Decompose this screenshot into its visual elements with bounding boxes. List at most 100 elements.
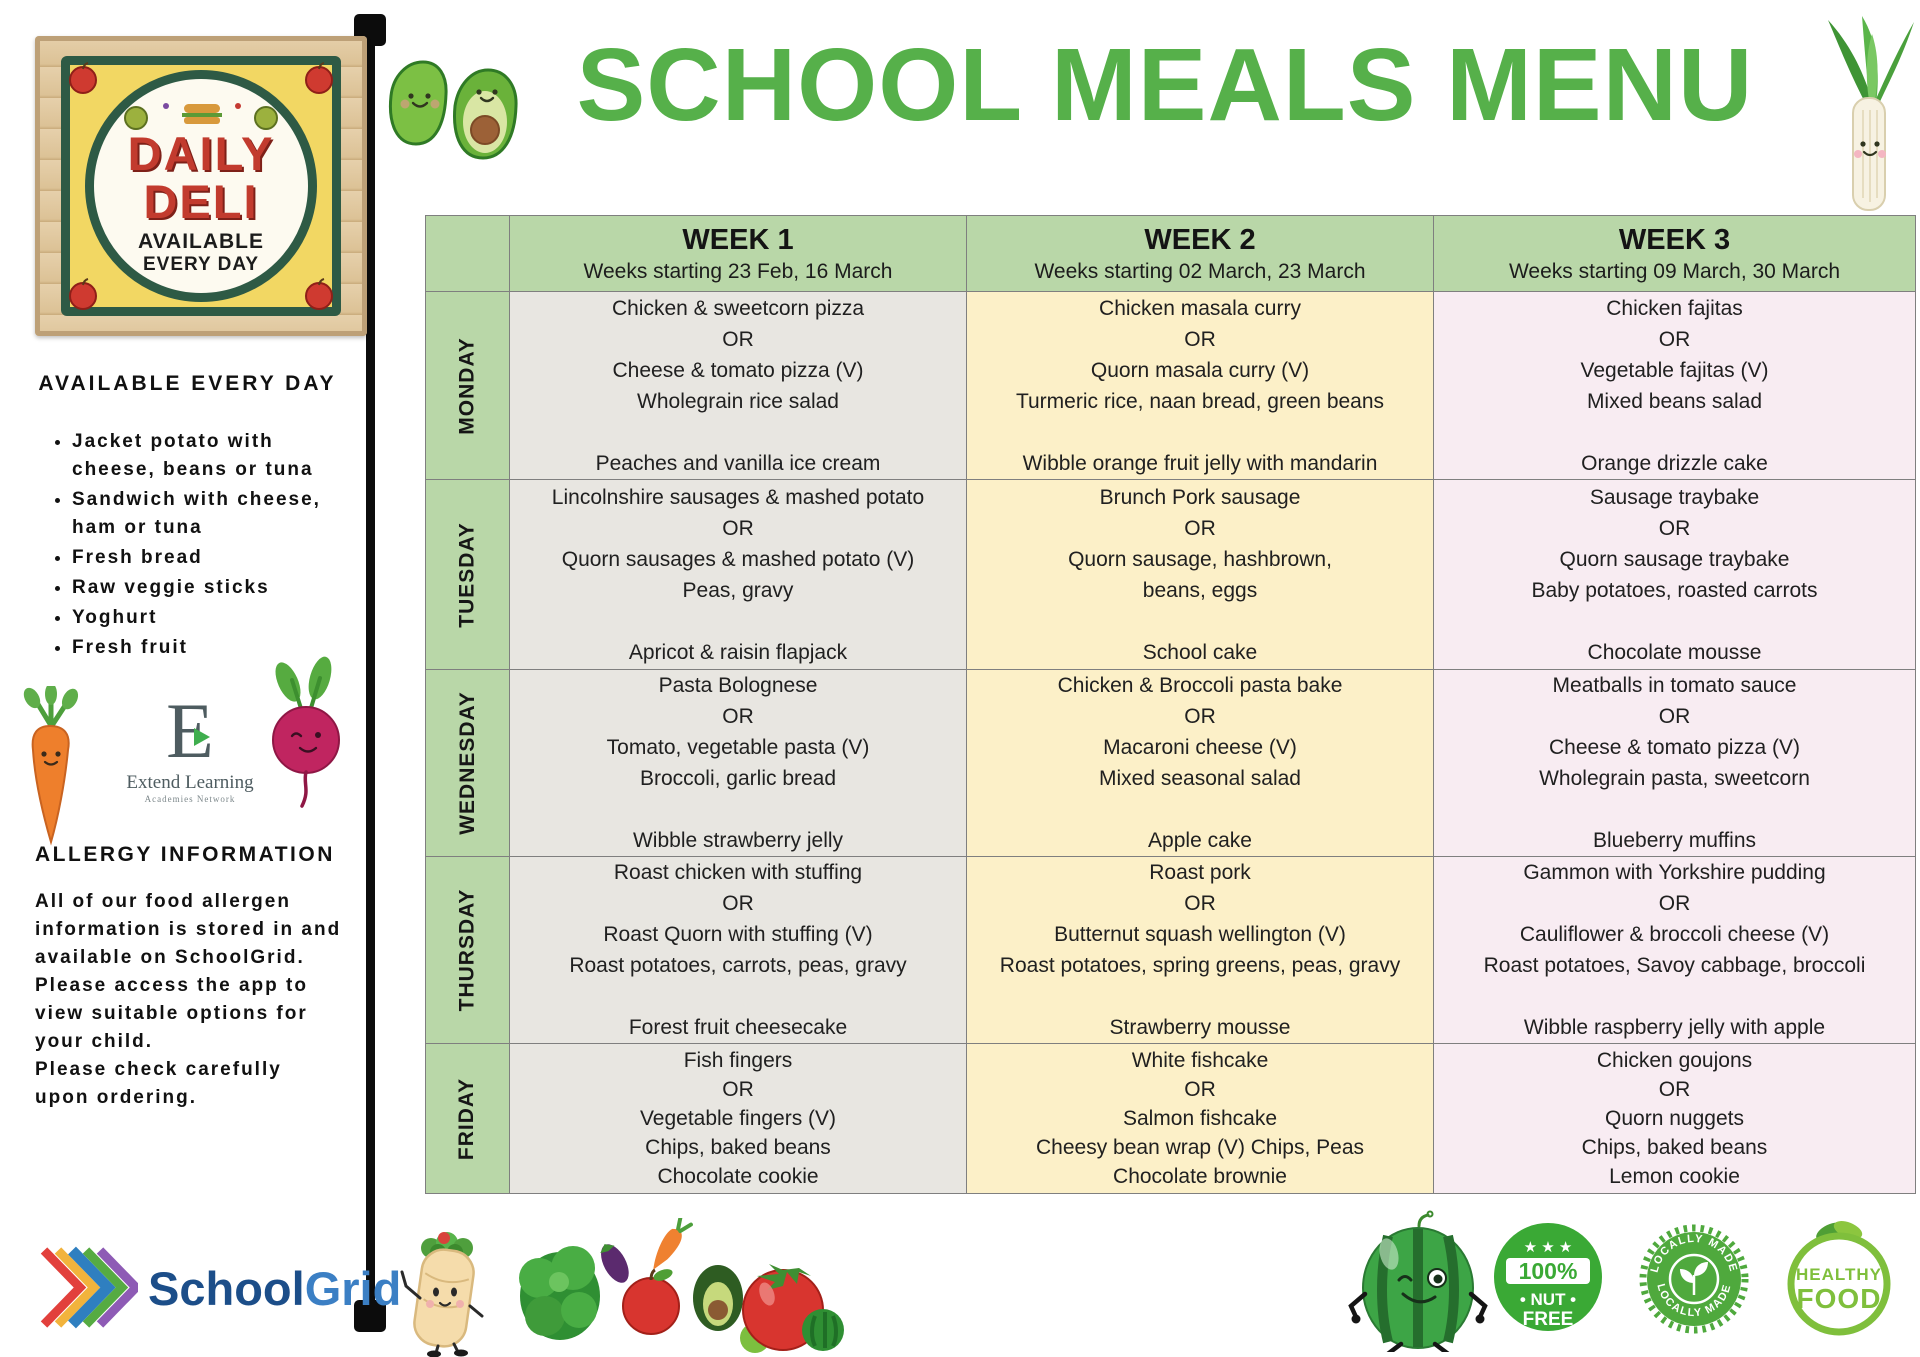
nut-free-line1: • NUT • xyxy=(1520,1290,1576,1309)
menu-line: OR xyxy=(1184,516,1216,540)
sprout-icon xyxy=(1680,1262,1708,1295)
daily-deli-sign: DAILY DELI AVAILABLE EVERY DAY xyxy=(35,36,367,336)
menu-line: Quorn sausage, hashbrown, xyxy=(1068,547,1332,571)
day-label-tuesday: TUESDAY xyxy=(425,479,509,669)
menu-line: Quorn sausages & mashed potato (V) xyxy=(561,547,915,571)
menu-line: OR xyxy=(1184,1078,1216,1101)
week-subtitle: Weeks starting 02 March, 23 March xyxy=(1034,259,1366,283)
menu-line: Butternut squash wellington (V) xyxy=(1054,923,1346,946)
menu-line: Cheese & tomato pizza (V) xyxy=(1549,736,1800,759)
menu-line: Peaches and vanilla ice cream xyxy=(595,451,881,475)
deli-subtitle-line1: AVAILABLE xyxy=(137,230,265,253)
menu-line: Wibble strawberry jelly xyxy=(632,829,844,852)
menu-line: Blueberry muffins xyxy=(1592,829,1757,852)
menu-line: Macaroni cheese (V) xyxy=(1103,736,1297,759)
menu-line: Wholegrain pasta, sweetcorn xyxy=(1539,767,1810,790)
extend-logo-leaf-icon xyxy=(194,728,219,746)
menu-line: Roast potatoes, spring greens, peas, gra… xyxy=(999,954,1401,977)
menu-cell-thursday-week1: Roast chicken with stuffing OR Roast Quorn… xyxy=(509,856,966,1043)
menu-line: OR xyxy=(722,327,754,351)
menu-line: Chocolate mousse xyxy=(1587,640,1762,664)
available-item: Yoghurt xyxy=(72,604,362,632)
leek-icon xyxy=(1828,16,1914,211)
apple-icon xyxy=(305,62,333,94)
menu-line: Mixed seasonal salad xyxy=(1099,767,1301,790)
deli-subtitle-line2: EVERY DAY xyxy=(142,254,259,275)
menu-line: OR xyxy=(722,892,754,915)
menu-line: OR xyxy=(722,516,754,540)
menu-line: Meatballs in tomato sauce xyxy=(1552,674,1797,697)
available-item: Fresh fruit xyxy=(72,634,362,662)
week-label: WEEK 2 xyxy=(1144,223,1256,256)
allergy-information-heading: ALLERGY INFORMATION xyxy=(35,843,335,866)
nut-free-percent: 100% xyxy=(1519,1258,1578,1284)
menu-line: OR xyxy=(722,1078,754,1101)
deli-circle: DAILY DELI AVAILABLE EVERY DAY xyxy=(85,70,317,302)
apple-icon xyxy=(69,62,97,94)
menu-line: Chicken & sweetcorn pizza xyxy=(611,296,865,320)
menu-line: School cake xyxy=(1142,640,1258,664)
watermelon-character-icon xyxy=(1348,1210,1488,1352)
menu-line: Forest fruit cheesecake xyxy=(628,1016,848,1039)
schoolgrid-wordmark: SchoolGrid xyxy=(148,1261,402,1315)
menu-line: Broccoli, garlic bread xyxy=(639,767,837,790)
day-label-monday: MONDAY xyxy=(425,291,509,479)
nut-free-line2: FREE xyxy=(1523,1309,1574,1330)
menu-line: Chicken masala curry xyxy=(1099,296,1301,320)
page-title: SCHOOL MEALS MENU xyxy=(576,27,1754,142)
menu-line: beans, eggs xyxy=(1142,578,1258,602)
pole-cap-bottom xyxy=(354,1300,386,1332)
pole-divider xyxy=(366,40,375,1320)
menu-line: OR xyxy=(1658,892,1691,915)
week-header-3: WEEK 3 Weeks starting 09 March, 30 March xyxy=(1433,215,1915,291)
menu-line: Cauliflower & broccoli cheese (V) xyxy=(1519,923,1830,946)
healthy-food-line2: FOOD xyxy=(1797,1283,1882,1314)
menu-cell-monday-week2: Chicken masala curry OR Quorn masala curry… xyxy=(966,291,1433,479)
menu-cell-wednesday-week3: Meatballs in tomato sauce OR Cheese & toma… xyxy=(1433,669,1915,856)
menu-cell-thursday-week2: Roast pork OR Butternut squash wellington … xyxy=(966,856,1433,1043)
menu-line: OR xyxy=(722,705,754,728)
menu-line-spacer xyxy=(514,981,962,1012)
day-label-wednesday: WEDNESDAY xyxy=(425,669,509,856)
menu-line: Chicken fajitas xyxy=(1606,296,1743,320)
beetroot-icon xyxy=(272,656,340,808)
menu-cell-tuesday-week1: Lincolnshire sausages & mashed potato OR Q… xyxy=(509,479,966,669)
allergy-information-text: All of our food allergen information is … xyxy=(35,888,343,1112)
menu-line: Tomato, vegetable pasta (V) xyxy=(606,736,870,759)
schoolgrid-chevrons-icon xyxy=(40,1246,138,1329)
menu-line: Wibble orange fruit jelly with mandarin xyxy=(1022,451,1378,475)
day-label-friday: FRIDAY xyxy=(425,1043,509,1193)
wrap-character-icon xyxy=(400,1232,484,1357)
menu-line: Roast chicken with stuffing xyxy=(613,861,863,884)
menu-line: Lincolnshire sausages & mashed potato xyxy=(551,485,925,509)
menu-line: Peas, gravy xyxy=(682,578,794,602)
day-label-text: TUESDAY xyxy=(455,521,479,628)
week-label: WEEK 1 xyxy=(682,223,794,256)
available-every-day-heading: AVAILABLE EVERY DAY xyxy=(38,372,337,395)
menu-line: Cheesy bean wrap (V) Chips, Peas xyxy=(1036,1136,1364,1159)
menu-line-spacer xyxy=(971,794,1429,825)
menu-line: White fishcake xyxy=(1131,1049,1269,1072)
locally-made-badge: LOCALLY MADE LOCALLY MADE xyxy=(1639,1224,1749,1334)
menu-line: Chocolate cookie xyxy=(657,1165,819,1188)
week-subtitle: Weeks starting 09 March, 30 March xyxy=(1508,259,1841,283)
schoolgrid-logo: SchoolGrid xyxy=(38,1240,401,1336)
menu-line-spacer xyxy=(514,606,962,637)
menu-line: Apple cake xyxy=(1148,829,1252,852)
apple-icon xyxy=(69,278,97,310)
menu-line: Quorn masala curry (V) xyxy=(1090,358,1310,382)
menu-line-spacer xyxy=(971,981,1429,1012)
menu-line: Roast pork xyxy=(1149,861,1251,884)
menu-line: OR xyxy=(1658,705,1691,728)
menu-line: Vegetable fajitas (V) xyxy=(1580,358,1769,382)
menu-line: OR xyxy=(1184,705,1216,728)
deli-title-line2: DELI xyxy=(143,175,259,228)
available-list: Jacket potato with cheese, beans or tuna… xyxy=(72,428,362,664)
menu-line: Orange drizzle cake xyxy=(1581,451,1768,475)
vegetables-icon xyxy=(519,1218,844,1353)
menu-cell-friday-week2: White fishcake OR Salmon fishcake Cheesy be… xyxy=(966,1043,1433,1193)
menu-cell-friday-week3: Chicken goujons OR Quorn nuggets Chips, bak… xyxy=(1433,1043,1915,1193)
menu-line: Cheese & tomato pizza (V) xyxy=(612,358,864,382)
week-header-2: WEEK 2 Weeks starting 02 March, 23 March xyxy=(966,215,1433,291)
menu-cell-tuesday-week3: Sausage traybake OR Quorn sausage traybake… xyxy=(1433,479,1915,669)
